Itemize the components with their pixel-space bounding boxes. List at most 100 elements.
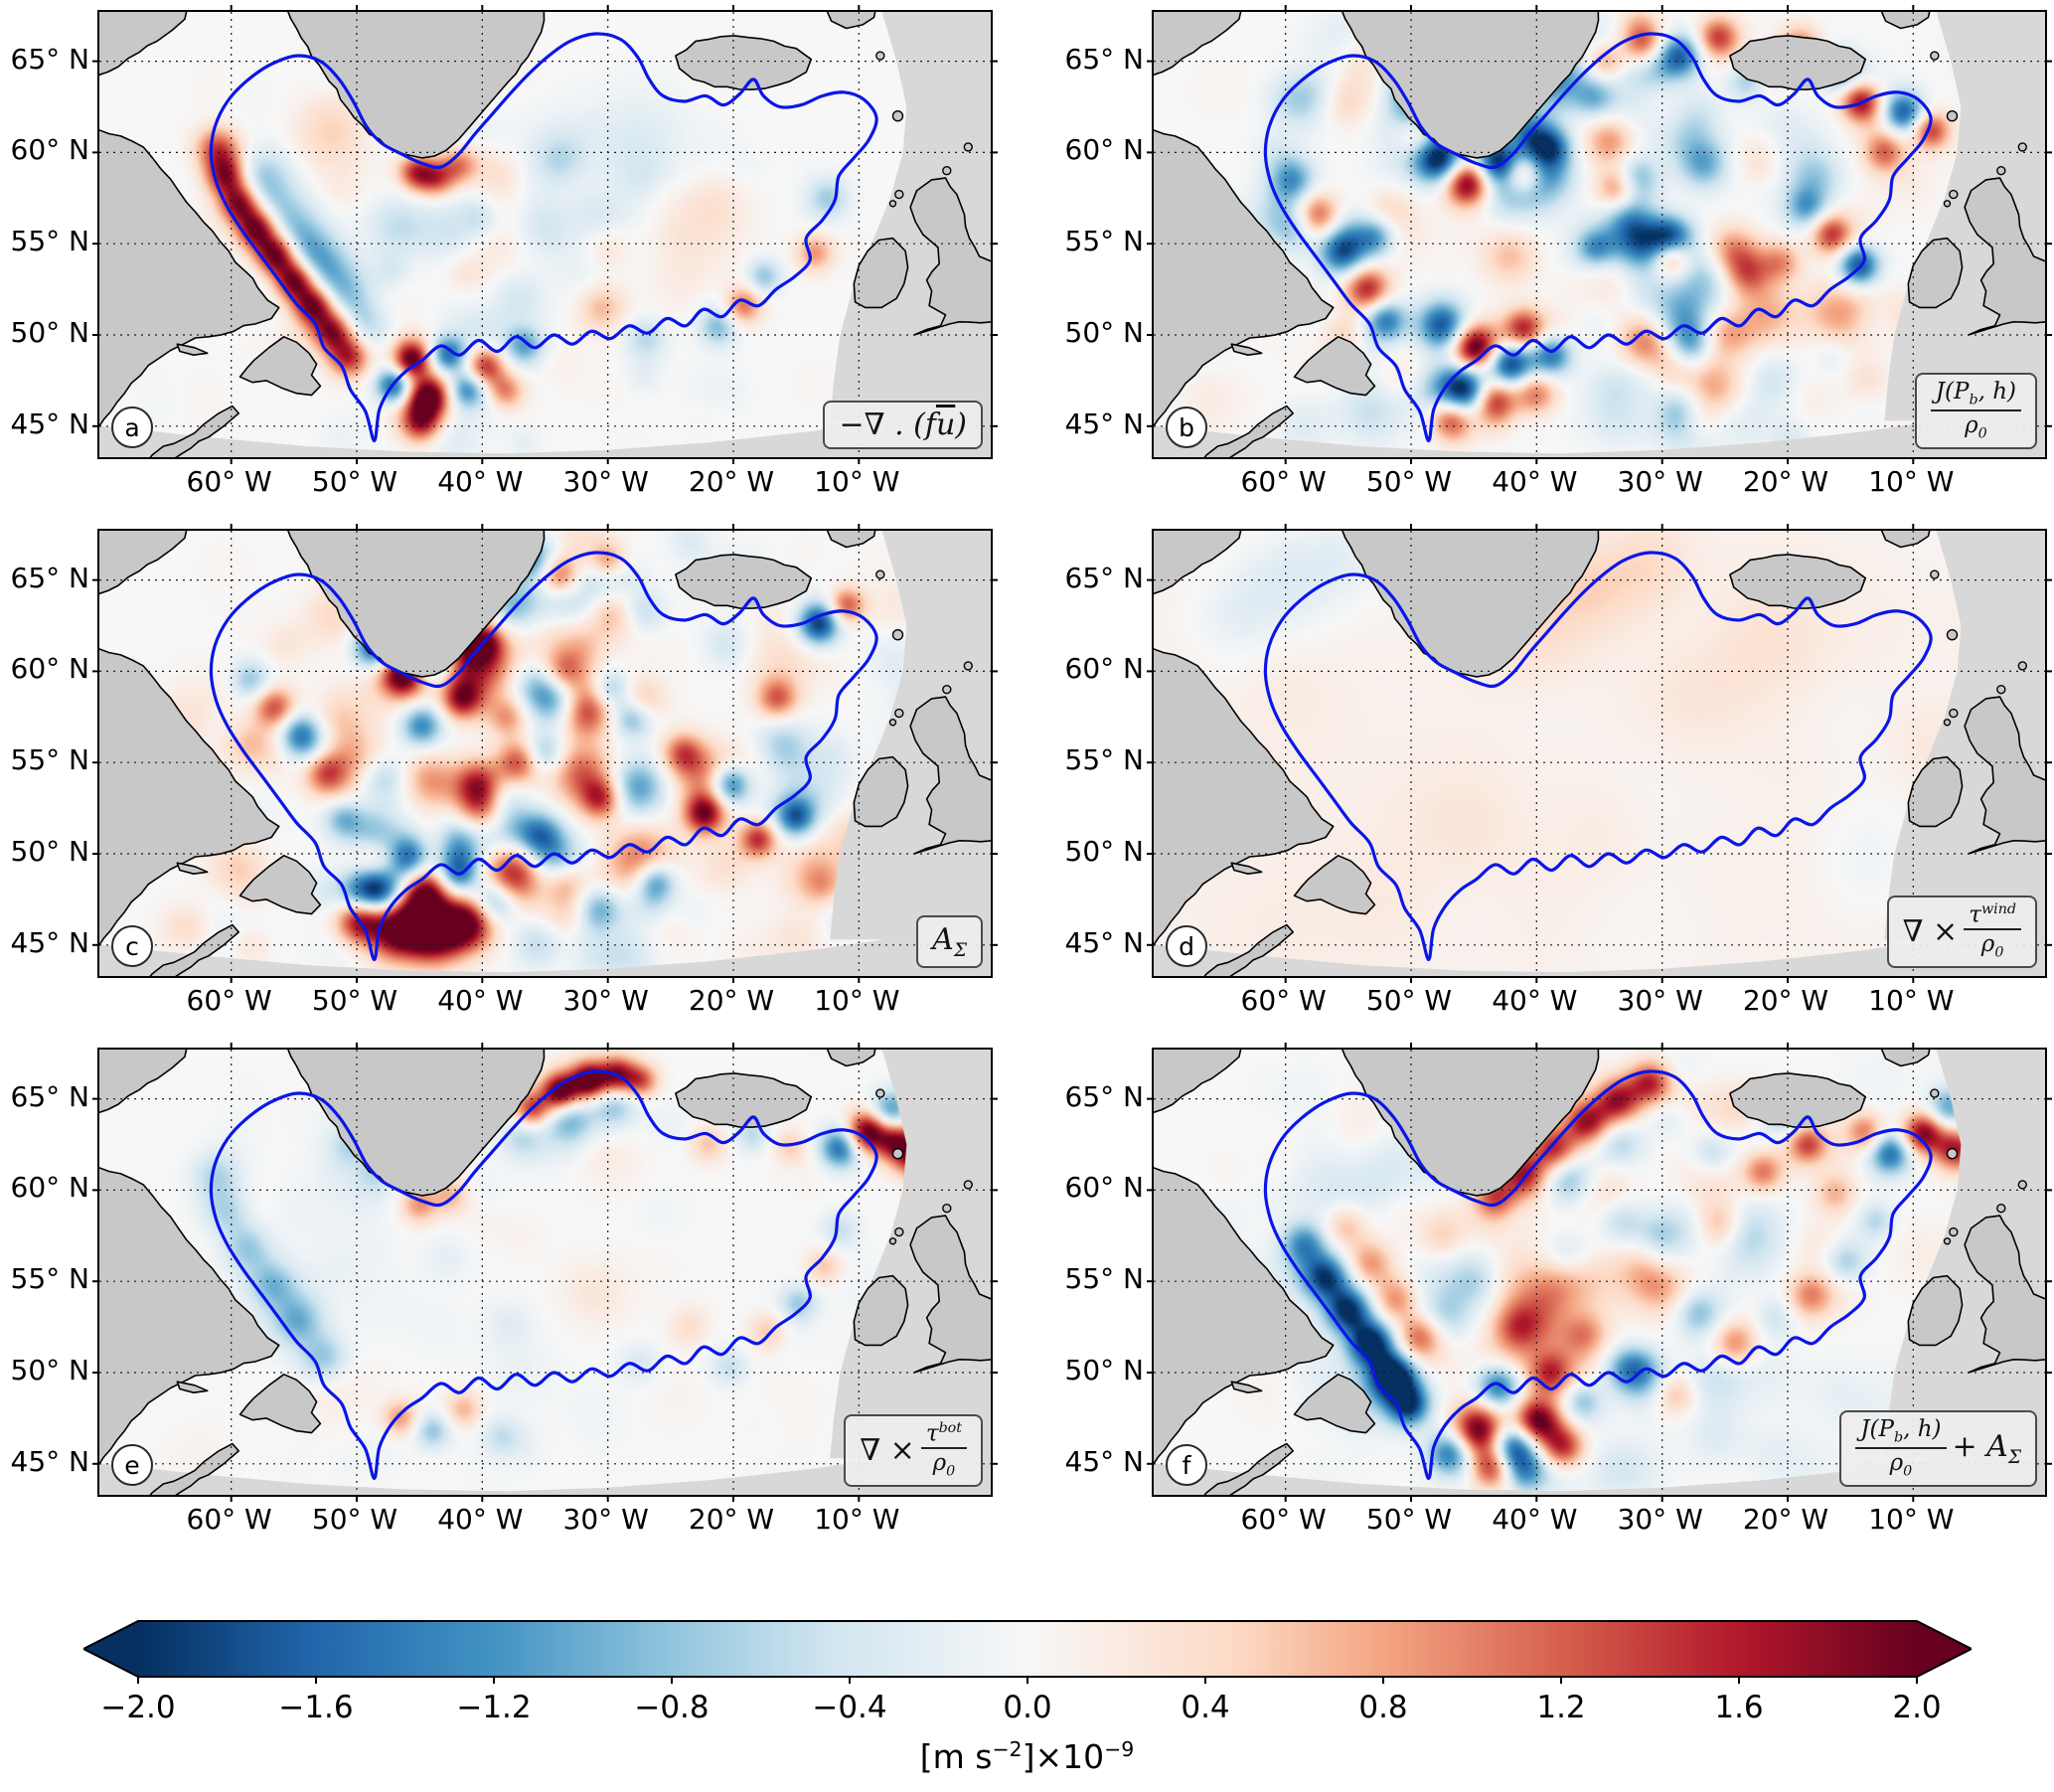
lat-tick-label: 55° N xyxy=(1064,225,1144,258)
lon-tick-label: 20° W xyxy=(1742,1503,1829,1536)
lat-tick-label: 50° N xyxy=(1064,834,1144,868)
equation-label: ∇ × τwind ρ0 xyxy=(1886,895,2037,968)
lon-tick-label: 10° W xyxy=(814,465,900,498)
colorbar-tick-label: −1.6 xyxy=(278,1690,354,1725)
lat-tick-label: 45° N xyxy=(1064,407,1144,440)
lon-tick-label: 30° W xyxy=(562,984,649,1017)
panel-letter: f xyxy=(1182,1450,1191,1480)
panel-b: b J(Pb, h) ρ0 65° N 60° N 55° N 50° N 45° N 60… xyxy=(1064,5,2052,501)
lat-tick-label: 65° N xyxy=(1064,42,1144,76)
lon-tick-label: 60° W xyxy=(1240,984,1327,1017)
map-area: d ∇ × τwind ρ0 xyxy=(1147,524,2052,983)
lat-tick-label: 45° N xyxy=(1064,1444,1144,1478)
lon-tick-label: 10° W xyxy=(1868,465,1955,498)
lon-tick-label: 10° W xyxy=(1868,984,1955,1017)
lon-tick-label: 50° W xyxy=(1365,1503,1453,1536)
colorbar-tick-label: −2.0 xyxy=(100,1690,176,1725)
field-canvas xyxy=(1154,12,2045,457)
panel-letter-badge: b xyxy=(1166,407,1207,448)
panel-d: d ∇ × τwind ρ0 65° N 60° N 55° N 50° N 45° N 6… xyxy=(1064,524,2052,1020)
field-canvas xyxy=(99,12,991,457)
lat-tick-label: 55° N xyxy=(1064,743,1144,777)
equation-label: J(Pb, h) ρ0 + AΣ xyxy=(1839,1409,2037,1487)
panel-letter: e xyxy=(124,1450,140,1480)
lon-tick-label: 40° W xyxy=(437,984,524,1017)
lat-tick-label: 45° N xyxy=(10,925,89,959)
equation-label: AΣ xyxy=(916,915,983,968)
lon-tick-label: 10° W xyxy=(1868,1503,1955,1536)
lat-tick-label: 45° N xyxy=(10,407,89,440)
colorbar-tick-label: 0.8 xyxy=(1358,1690,1408,1725)
lon-tick-label: 50° W xyxy=(311,984,398,1017)
equation-label: J(Pb, h) ρ0 xyxy=(1914,372,2037,449)
lon-tick-label: 30° W xyxy=(1617,1503,1703,1536)
colorbar-tick-label: 1.6 xyxy=(1714,1690,1764,1725)
lon-tick-label: 30° W xyxy=(562,1503,649,1536)
lat-tick-label: 45° N xyxy=(1064,925,1144,959)
lon-tick-label: 40° W xyxy=(1492,984,1578,1017)
map-area: e ∇ × τbot ρ0 xyxy=(92,1043,998,1502)
equation-label: −∇ . (fu) xyxy=(823,401,983,449)
lon-tick-label: 20° W xyxy=(688,1503,775,1536)
lat-tick-label: 50° N xyxy=(10,834,89,868)
colorbar: −2.0 −1.6 −1.2 −0.8 −0.4 0.0 0.4 0.8 1.2 1.6 2.0 [… xyxy=(0,1618,2054,1789)
lat-tick-label: 50° N xyxy=(10,315,89,349)
colorbar-tick-label: 0.0 xyxy=(1003,1690,1052,1725)
panel-letter-badge: e xyxy=(111,1444,153,1486)
lat-tick-label: 60° N xyxy=(1064,133,1144,167)
lon-tick-label: 30° W xyxy=(1617,465,1703,498)
lon-tick-label: 10° W xyxy=(814,1503,900,1536)
lat-tick-label: 50° N xyxy=(10,1353,89,1386)
equation-label: ∇ × τbot ρ0 xyxy=(844,1413,983,1487)
lon-tick-label: 30° W xyxy=(562,465,649,498)
panel-letter: d xyxy=(1179,931,1194,961)
lat-tick-label: 60° N xyxy=(10,652,89,686)
lat-tick-label: 65° N xyxy=(1064,561,1144,594)
panels-grid: a −∇ . (fu) 65° N 60° N 55° N 50° N 45° N 60°… xyxy=(10,5,2052,1539)
panel-c: c AΣ 65° N 60° N 55° N 50° N 45° N 60° W 50° W… xyxy=(10,524,998,1020)
panel-letter-badge: f xyxy=(1166,1444,1207,1486)
lon-tick-label: 60° W xyxy=(186,465,272,498)
colorbar-tick-label: 2.0 xyxy=(1892,1690,1942,1725)
colorbar-tick-label: −0.4 xyxy=(812,1690,887,1725)
colorbar-tick-label: 1.2 xyxy=(1536,1690,1586,1725)
map-area: b J(Pb, h) ρ0 xyxy=(1147,5,2052,464)
map-area: f J(Pb, h) ρ0 + AΣ xyxy=(1147,1043,2052,1502)
panel-letter-badge: a xyxy=(111,407,153,448)
panel-letter-badge: c xyxy=(111,925,153,967)
lon-tick-label: 50° W xyxy=(1365,984,1453,1017)
lat-tick-label: 60° N xyxy=(1064,652,1144,686)
lon-tick-label: 40° W xyxy=(437,1503,524,1536)
colorbar-tick-label: −0.8 xyxy=(634,1690,710,1725)
lat-tick-label: 60° N xyxy=(1064,1171,1144,1205)
lon-tick-label: 40° W xyxy=(1492,465,1578,498)
panel-e: e ∇ × τbot ρ0 65° N 60° N 55° N 50° N 45° N 60… xyxy=(10,1043,998,1539)
field-canvas xyxy=(99,531,991,976)
lat-tick-label: 50° N xyxy=(1064,1353,1144,1386)
lon-tick-label: 40° W xyxy=(437,465,524,498)
colorbar-gradient xyxy=(83,1620,1972,1684)
lon-tick-label: 50° W xyxy=(311,465,398,498)
lon-tick-label: 10° W xyxy=(814,984,900,1017)
colorbar-tick-label: 0.4 xyxy=(1181,1690,1230,1725)
lon-tick-label: 20° W xyxy=(688,465,775,498)
lon-tick-label: 20° W xyxy=(688,984,775,1017)
lat-tick-label: 60° N xyxy=(10,1171,89,1205)
lat-tick-label: 45° N xyxy=(10,1444,89,1478)
lon-tick-label: 30° W xyxy=(1617,984,1703,1017)
lat-tick-label: 65° N xyxy=(10,42,89,76)
map-area: c AΣ xyxy=(92,524,998,983)
lat-tick-label: 50° N xyxy=(1064,315,1144,349)
lat-tick-label: 55° N xyxy=(1064,1262,1144,1296)
lat-tick-label: 65° N xyxy=(10,1079,89,1113)
colorbar-unit-label: [m s−2]×10−9 xyxy=(919,1737,1135,1776)
panel-letter: c xyxy=(125,931,139,961)
panel-f: f J(Pb, h) ρ0 + AΣ 65° N 60° N 55° N 50° N 45… xyxy=(1064,1043,2052,1539)
lon-tick-label: 50° W xyxy=(1365,465,1453,498)
lon-tick-label: 60° W xyxy=(186,1503,272,1536)
panel-letter: b xyxy=(1179,412,1194,442)
lon-tick-label: 60° W xyxy=(1240,465,1327,498)
lat-tick-label: 55° N xyxy=(10,743,89,777)
lon-tick-label: 20° W xyxy=(1742,465,1829,498)
